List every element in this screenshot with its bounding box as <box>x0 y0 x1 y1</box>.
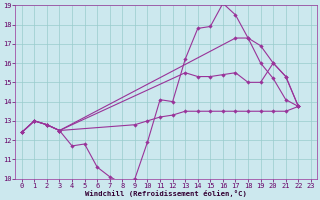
X-axis label: Windchill (Refroidissement éolien,°C): Windchill (Refroidissement éolien,°C) <box>85 190 247 197</box>
